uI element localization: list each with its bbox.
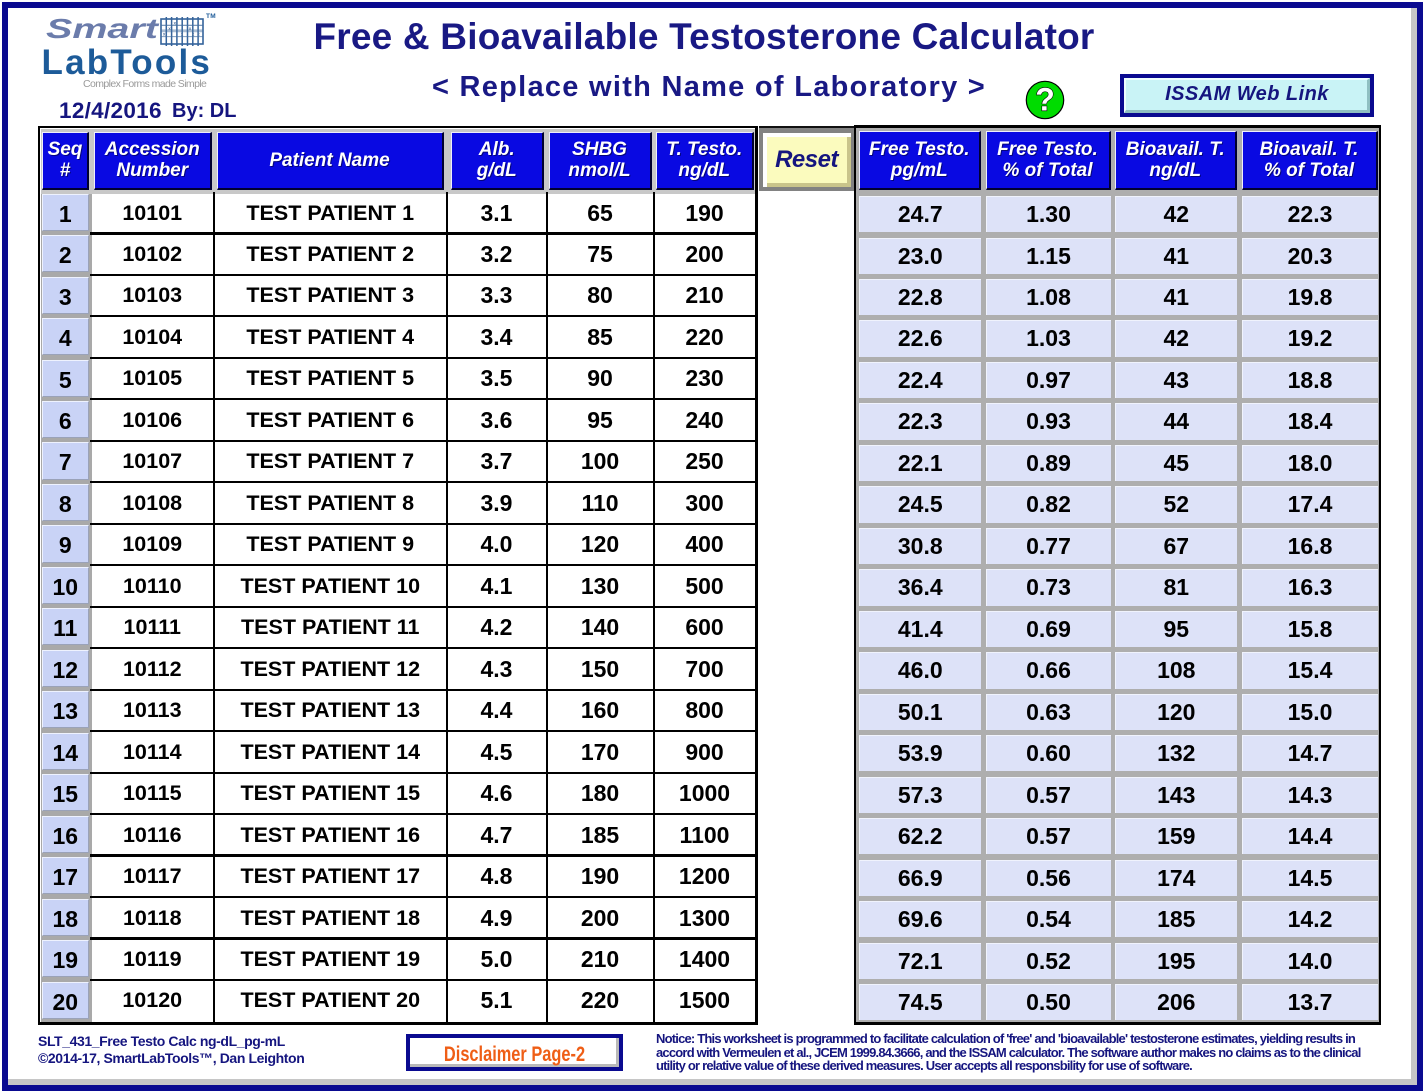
svg-text:x: x <box>181 32 184 37</box>
svg-text:x: x <box>189 26 192 31</box>
svg-text:x: x <box>197 32 200 37</box>
svg-text:x: x <box>163 32 166 37</box>
svg-text:x: x <box>168 26 171 31</box>
svg-text:?: ? <box>1035 82 1055 118</box>
svg-text:x: x <box>192 32 195 37</box>
svg-text:x: x <box>174 21 177 26</box>
